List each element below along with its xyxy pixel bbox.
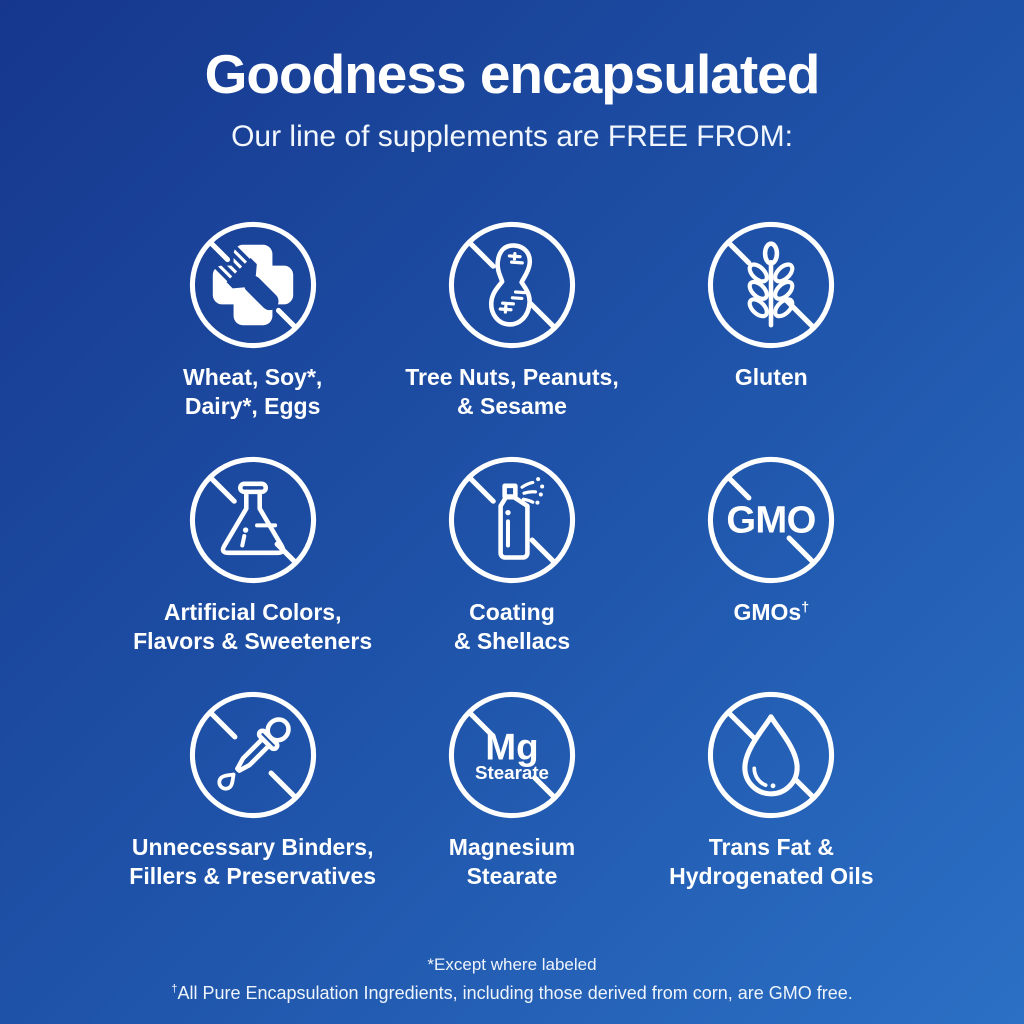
no-wheat-soy-dairy-eggs-icon [189,221,316,349]
no-magnesium-stearate-icon: Mg Stearate [448,691,576,819]
item-label: GMOs† [733,599,810,625]
free-from-grid: Wheat, Soy*, Dairy*, Eggs Tree Nuts, Pea… [123,218,901,923]
footnote-asterisk: *Except where labeled [427,955,597,974]
item-label: Trans Fat & Hydrogenated Oils [669,834,874,889]
free-from-item-allergens: Wheat, Soy*, Dairy*, Eggs [123,218,382,453]
free-from-item-nuts: Tree Nuts, Peanuts, & Sesame [382,218,641,453]
page-subtitle: Our line of supplements are FREE FROM: [231,119,793,153]
item-label: Coating & Shellacs [453,599,571,654]
dagger-superscript: † [801,599,810,616]
gmo-icon-text: GMO [727,499,816,542]
stearate-icon-text: Stearate [475,762,549,783]
free-from-item-binders: Unnecessary Binders, Fillers & Preservat… [123,688,382,923]
no-tree-nuts-peanuts-icon [448,221,576,349]
item-label: Gluten [734,364,808,390]
item-label: Tree Nuts, Peanuts, & Sesame [405,364,619,419]
item-label: Magnesium Stearate [448,834,576,889]
footnotes: *Except where labeled †All Pure Encapsul… [0,955,1024,1004]
mg-icon-text: Mg [485,727,538,768]
free-from-item-gmos: GMO GMOs† [642,453,901,688]
item-label: Artificial Colors, Flavors & Sweeteners [133,599,373,654]
no-dropper-icon [189,691,316,819]
footnote-dagger: †All Pure Encapsulation Ingredients, inc… [171,983,853,1003]
free-from-item-gluten: Gluten [642,218,901,453]
free-from-item-trans-fat: Trans Fat & Hydrogenated Oils [642,688,901,923]
free-from-item-coating: Coating & Shellacs [382,453,641,688]
no-spray-coating-icon [448,456,576,584]
header: Goodness encapsulated Our line of supple… [0,0,1024,154]
no-trans-fat-drop-icon [708,691,835,819]
item-label: Wheat, Soy*, Dairy*, Eggs [183,364,323,419]
no-artificial-flask-icon [189,456,316,584]
page-title: Goodness encapsulated [204,43,821,105]
free-from-item-artificial: Artificial Colors, Flavors & Sweeteners [123,453,382,688]
free-from-item-magnesium-stearate: Mg Stearate Magnesium Stearate [382,688,641,923]
item-label: Unnecessary Binders, Fillers & Preservat… [129,834,377,889]
no-gluten-wheat-icon [708,221,835,349]
no-gmo-icon: GMO [708,456,835,584]
